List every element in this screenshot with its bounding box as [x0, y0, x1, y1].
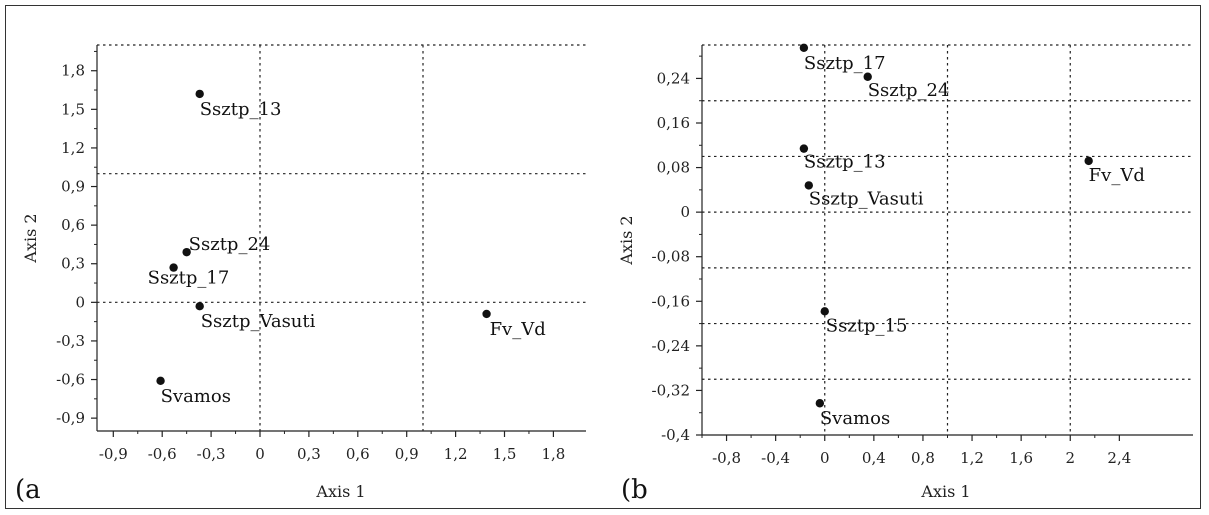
x-tick-label: 2,4 [1107, 449, 1131, 467]
y-tick-label: 0,16 [657, 114, 690, 132]
data-point-label: Ssztp_Vasuti [809, 188, 924, 209]
y-tick-label: -0,16 [652, 292, 690, 310]
y-tick-label: -0,3 [56, 332, 85, 350]
x-axis-title: Axis 1 [315, 482, 365, 501]
data-point [195, 89, 204, 99]
x-tick-label: 0,3 [297, 445, 321, 463]
data-point [182, 247, 191, 257]
data-point [815, 399, 825, 408]
y-tick-label: 0,6 [61, 216, 85, 234]
data-point [799, 144, 809, 153]
x-tick-label: -0,3 [197, 445, 226, 463]
x-tick-label: 2 [1065, 449, 1075, 467]
data-point-label: Ssztp_17 [148, 268, 230, 289]
data-point [804, 181, 813, 190]
x-tick-label: 0,6 [346, 445, 370, 463]
x-tick-label: 1,2 [444, 445, 468, 463]
panel-label: (b [621, 475, 648, 505]
y-tick-label: -0,9 [56, 409, 85, 427]
x-tick-label: 0,9 [395, 445, 419, 463]
x-axis-title: Axis 1 [920, 482, 970, 501]
x-tick-label: 0 [255, 445, 265, 463]
y-tick-label: -0,4 [661, 426, 690, 444]
data-point [482, 309, 491, 319]
panel-label: (a [15, 475, 41, 505]
data-point-label: Ssztp_13 [200, 99, 282, 120]
data-point-label: Svamos [820, 408, 890, 429]
y-tick-label: 1,5 [61, 100, 85, 118]
x-tick-label: 1,6 [1009, 449, 1033, 467]
data-point-label: Ssztp_24 [189, 234, 271, 255]
y-tick-label: 0 [75, 293, 85, 311]
x-tick-label: 1,2 [960, 449, 984, 467]
y-tick-label: 0,9 [61, 178, 85, 196]
data-point-label: Ssztp_13 [804, 152, 886, 173]
x-tick-label: 1,5 [493, 445, 517, 463]
data-point-label: Ssztp_15 [826, 315, 908, 336]
data-point-label: Ssztp_Vasuti [201, 311, 316, 332]
data-point [195, 301, 204, 311]
y-tick-label: -0,32 [652, 381, 690, 399]
data-point-label: Ssztp_24 [868, 80, 950, 101]
x-tick-label: 0,4 [862, 449, 886, 467]
data-point [863, 72, 872, 81]
x-tick-label: -0,8 [712, 449, 741, 467]
y-axis-title: Axis 2 [617, 215, 636, 265]
data-point-label: Ssztp_17 [804, 53, 886, 74]
data-point [799, 43, 809, 52]
x-tick-label: -0,9 [99, 445, 128, 463]
y-tick-label: 0 [680, 203, 690, 221]
y-tick-label: 0,24 [657, 69, 690, 87]
y-tick-label: 1,2 [61, 139, 85, 157]
y-tick-label: 0,08 [657, 159, 690, 177]
data-point [156, 376, 165, 386]
x-tick-label: 0 [820, 449, 830, 467]
x-tick-label: -0,4 [761, 449, 790, 467]
y-tick-label: -0,6 [56, 371, 85, 389]
data-point-label: Svamos [161, 386, 231, 407]
data-point [820, 307, 829, 316]
y-tick-label: -0,08 [652, 248, 690, 266]
data-point-label: Fv_Vd [1089, 165, 1145, 186]
y-axis-title: Axis 2 [21, 213, 40, 263]
y-tick-label: 0,3 [61, 255, 85, 273]
figure-frame [5, 5, 1201, 509]
data-point [169, 263, 178, 272]
y-tick-label: 1,8 [61, 62, 85, 80]
x-tick-label: 1,8 [541, 445, 565, 463]
x-tick-label: -0,6 [148, 445, 177, 463]
data-point [1084, 156, 1093, 166]
y-tick-label: -0,24 [652, 337, 690, 355]
x-tick-label: 0,8 [911, 449, 935, 467]
data-point-label: Fv_Vd [490, 319, 546, 340]
